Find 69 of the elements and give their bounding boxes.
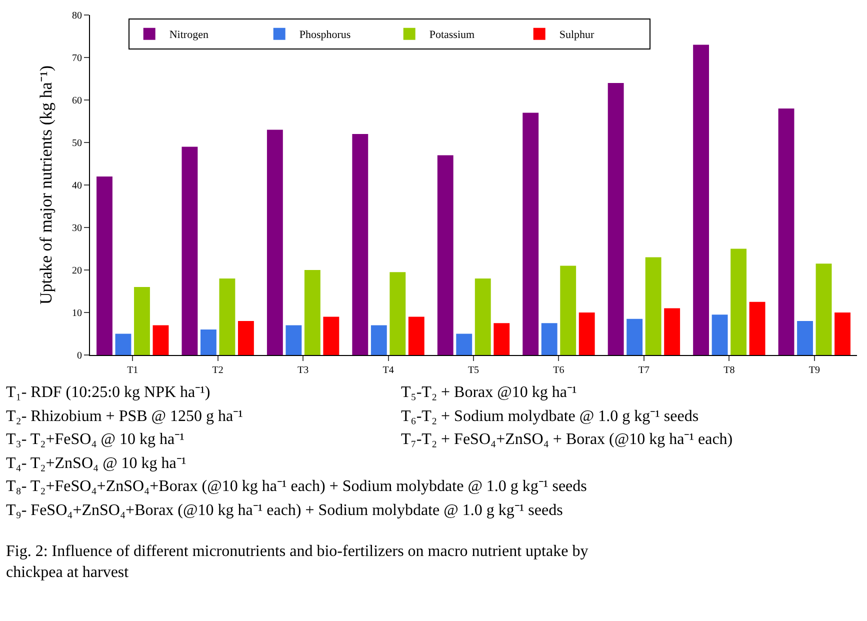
x-tick-label: T3 xyxy=(298,365,309,376)
bar xyxy=(134,287,150,355)
bar xyxy=(266,130,283,355)
bar xyxy=(834,312,850,355)
bar xyxy=(304,270,320,355)
text: T₄- T₂+ZnSO₄ @ 10 kg ha⁻¹ xyxy=(6,455,186,472)
text: T₂- Rhizobium + PSB @ 1250 g ha⁻¹ xyxy=(6,408,244,425)
y-tick-label: 50 xyxy=(72,138,82,149)
bar xyxy=(749,302,766,355)
legend-label: Phosphorus xyxy=(299,29,351,42)
y-tick-label: 60 xyxy=(72,96,82,106)
y-axis-title: Uptake of major nutrients (kg ha⁻¹) xyxy=(36,65,56,305)
bar xyxy=(115,334,132,355)
text: T₆-T₂ + Sodium molydbate @ 1.0 g kg⁻¹ seeds xyxy=(401,408,699,425)
bar xyxy=(494,323,510,355)
bar xyxy=(370,325,387,355)
bar xyxy=(560,266,576,355)
bar xyxy=(286,325,302,355)
x-tick-label: T8 xyxy=(724,365,735,376)
bar xyxy=(456,334,472,355)
bar xyxy=(693,44,710,355)
text: T₈- T₂+FeSO₄+ZnSO₄+Borax (@10 kg ha⁻¹ each) + Sodium molybdate @ 1.0 g kg⁻¹ seeds xyxy=(6,478,587,495)
y-tick-label: 80 xyxy=(72,10,82,22)
bar xyxy=(437,155,454,355)
caption: Fig. 2: Influence of different micronutrients and bio-fertilizers on macro nutrient uptake by chickpea at harvest xyxy=(6,543,588,581)
y-tick-label: 70 xyxy=(72,53,82,64)
bar xyxy=(200,330,216,355)
legend-label: Sulphur xyxy=(559,29,595,42)
bar xyxy=(238,321,254,355)
bar xyxy=(352,134,368,355)
text: T₁- RDF (10:25:0 kg NPK ha⁻¹) xyxy=(6,384,210,401)
x-tick-label: T1 xyxy=(127,365,138,376)
y-tick-label: 10 xyxy=(72,308,82,319)
text: T₃- T₂+FeSO₄ @ 10 kg ha⁻¹ xyxy=(6,431,185,448)
bar xyxy=(541,323,558,355)
x-tick-label: T2 xyxy=(212,365,224,376)
bar xyxy=(152,325,169,355)
text: T₅-T₂ + Borax @10 kg ha⁻¹ xyxy=(401,384,577,401)
bar xyxy=(522,112,539,355)
y-tick-label: 30 xyxy=(72,223,82,234)
bar xyxy=(816,264,832,355)
bar xyxy=(578,312,595,355)
x-tick-label: T9 xyxy=(808,365,820,376)
bar xyxy=(712,314,728,355)
bar xyxy=(730,248,747,355)
bar xyxy=(608,83,624,355)
bar xyxy=(323,316,340,355)
legend-label: Potassium xyxy=(429,29,476,42)
bar xyxy=(182,146,198,355)
bar xyxy=(474,278,491,355)
y-tick-label: 40 xyxy=(72,180,82,192)
bar xyxy=(626,318,643,355)
bar xyxy=(645,257,662,355)
text: T₉- FeSO₄+ZnSO₄+Borax (@10 kg ha⁻¹ each) + Sodium molybdate @ 1.0 g kg⁻¹ seeds xyxy=(6,502,563,519)
bar xyxy=(96,176,112,355)
x-tick-label: T5 xyxy=(468,365,480,376)
bar xyxy=(390,272,406,355)
legend-label: Nitrogen xyxy=(169,29,209,42)
x-tick-label: T7 xyxy=(638,365,650,376)
x-tick-label: T4 xyxy=(382,365,394,376)
text: T₇-T₂ + FeSO₄+ZnSO₄ + Borax (@10 kg ha⁻¹ each) xyxy=(401,431,733,448)
bar xyxy=(778,108,794,355)
y-tick-label: 20 xyxy=(72,266,82,276)
bar xyxy=(408,316,424,355)
x-tick-label: T6 xyxy=(553,365,564,376)
bar xyxy=(664,308,680,355)
y-tick-label: 0 xyxy=(77,350,82,362)
bar xyxy=(797,321,813,355)
bar xyxy=(219,278,236,355)
